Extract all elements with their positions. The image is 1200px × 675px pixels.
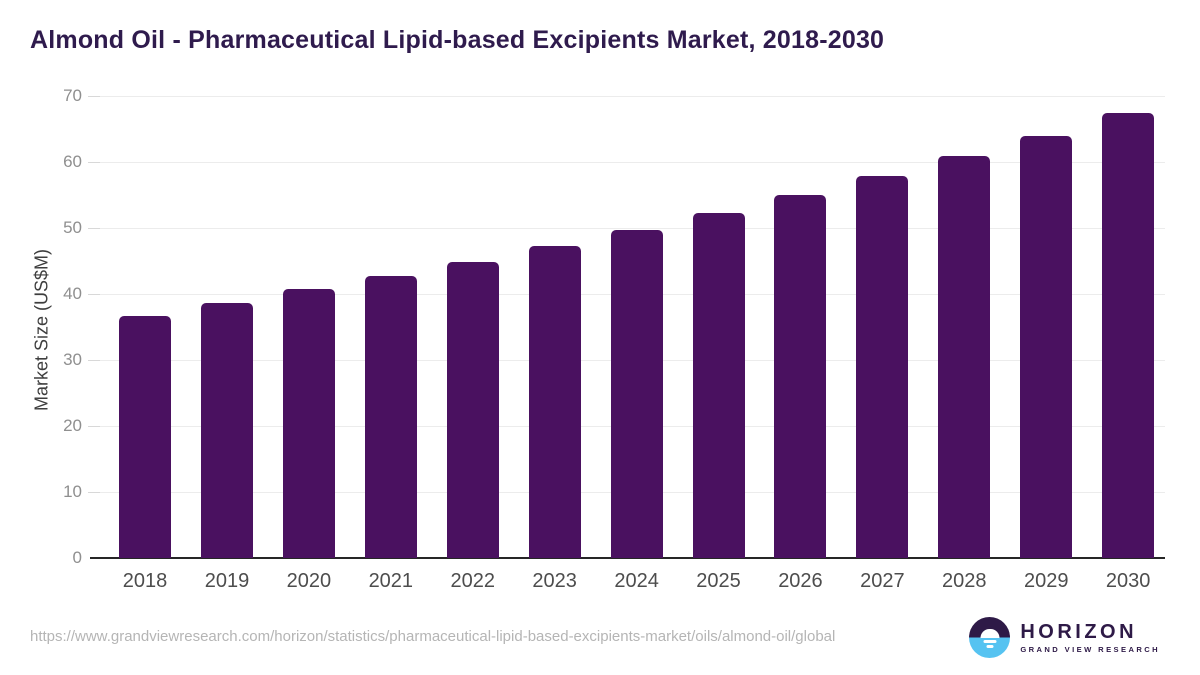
wave-icon [983, 640, 997, 643]
bar-2018 [119, 315, 172, 558]
x-tick-label-2026: 2026 [778, 570, 823, 592]
y-tick-mark [88, 294, 100, 295]
gridline-y-60 [100, 162, 1165, 163]
bar-2028 [938, 156, 991, 558]
source-url: https://www.grandviewresearch.com/horizo… [30, 628, 836, 645]
y-tick-mark [88, 96, 100, 97]
bar-2019 [200, 303, 253, 558]
y-tick-mark [88, 162, 100, 163]
y-tick-label-30: 30 [63, 350, 82, 369]
gridline-y-70 [100, 96, 1165, 97]
y-tick-mark [88, 228, 100, 229]
plot-area: 0 10 20 30 40 50 60 70 2018 2019 2020 2021 2022 2023 2… [63, 86, 1165, 592]
horizon-logo: HORIZON GRAND VIEW RESEARCH [969, 617, 1160, 658]
y-tick-label-50: 50 [63, 218, 82, 237]
horizon-logo-icon [969, 617, 1011, 658]
x-tick-label-2022: 2022 [450, 570, 496, 592]
bar-2024 [610, 229, 663, 558]
y-tick-label-40: 40 [63, 284, 82, 303]
bar-2025 [692, 212, 745, 558]
x-tick-label-2018: 2018 [122, 570, 168, 592]
y-tick-mark [88, 426, 100, 427]
bar-2023 [528, 245, 581, 558]
bar-2029 [1020, 135, 1073, 558]
y-tick-label-20: 20 [63, 416, 82, 435]
x-tick-label-2024: 2024 [614, 570, 659, 592]
bar-2026 [774, 195, 827, 558]
wave-icon [986, 645, 994, 648]
x-tick-label-2020: 2020 [286, 570, 332, 592]
logo-text: HORIZON GRAND VIEW RESEARCH [1020, 621, 1160, 654]
y-tick-label-70: 70 [63, 86, 82, 105]
x-tick-label-2029: 2029 [1023, 570, 1069, 592]
y-axis-title: Market Size (US$M) [31, 248, 52, 412]
x-axis-line [90, 557, 1165, 559]
x-tick-label-2027: 2027 [860, 570, 905, 592]
bar-2022 [446, 261, 499, 558]
y-tick-mark [88, 360, 100, 361]
sun-icon [980, 628, 1000, 638]
x-tick-label-2028: 2028 [942, 570, 987, 592]
bar-2021 [364, 275, 417, 558]
gridline-y-50 [100, 228, 1165, 229]
y-tick-label-60: 60 [63, 152, 82, 171]
bar-2027 [856, 175, 909, 558]
y-tick-label-10: 10 [63, 482, 82, 501]
chart-title: Almond Oil - Pharmaceutical Lipid-based … [30, 26, 885, 54]
x-tick-label-2030: 2030 [1105, 570, 1151, 592]
y-tick-label-0: 0 [72, 548, 82, 567]
x-tick-label-2019: 2019 [204, 570, 250, 592]
bar-2020 [282, 289, 335, 558]
logo-subtitle: GRAND VIEW RESEARCH [1020, 645, 1160, 654]
x-tick-label-2025: 2025 [696, 570, 741, 592]
bar-2030 [1102, 113, 1155, 558]
x-tick-label-2023: 2023 [532, 570, 577, 592]
x-tick-label-2021: 2021 [368, 570, 414, 592]
y-tick-mark [88, 492, 100, 493]
logo-name: HORIZON [1020, 621, 1138, 643]
